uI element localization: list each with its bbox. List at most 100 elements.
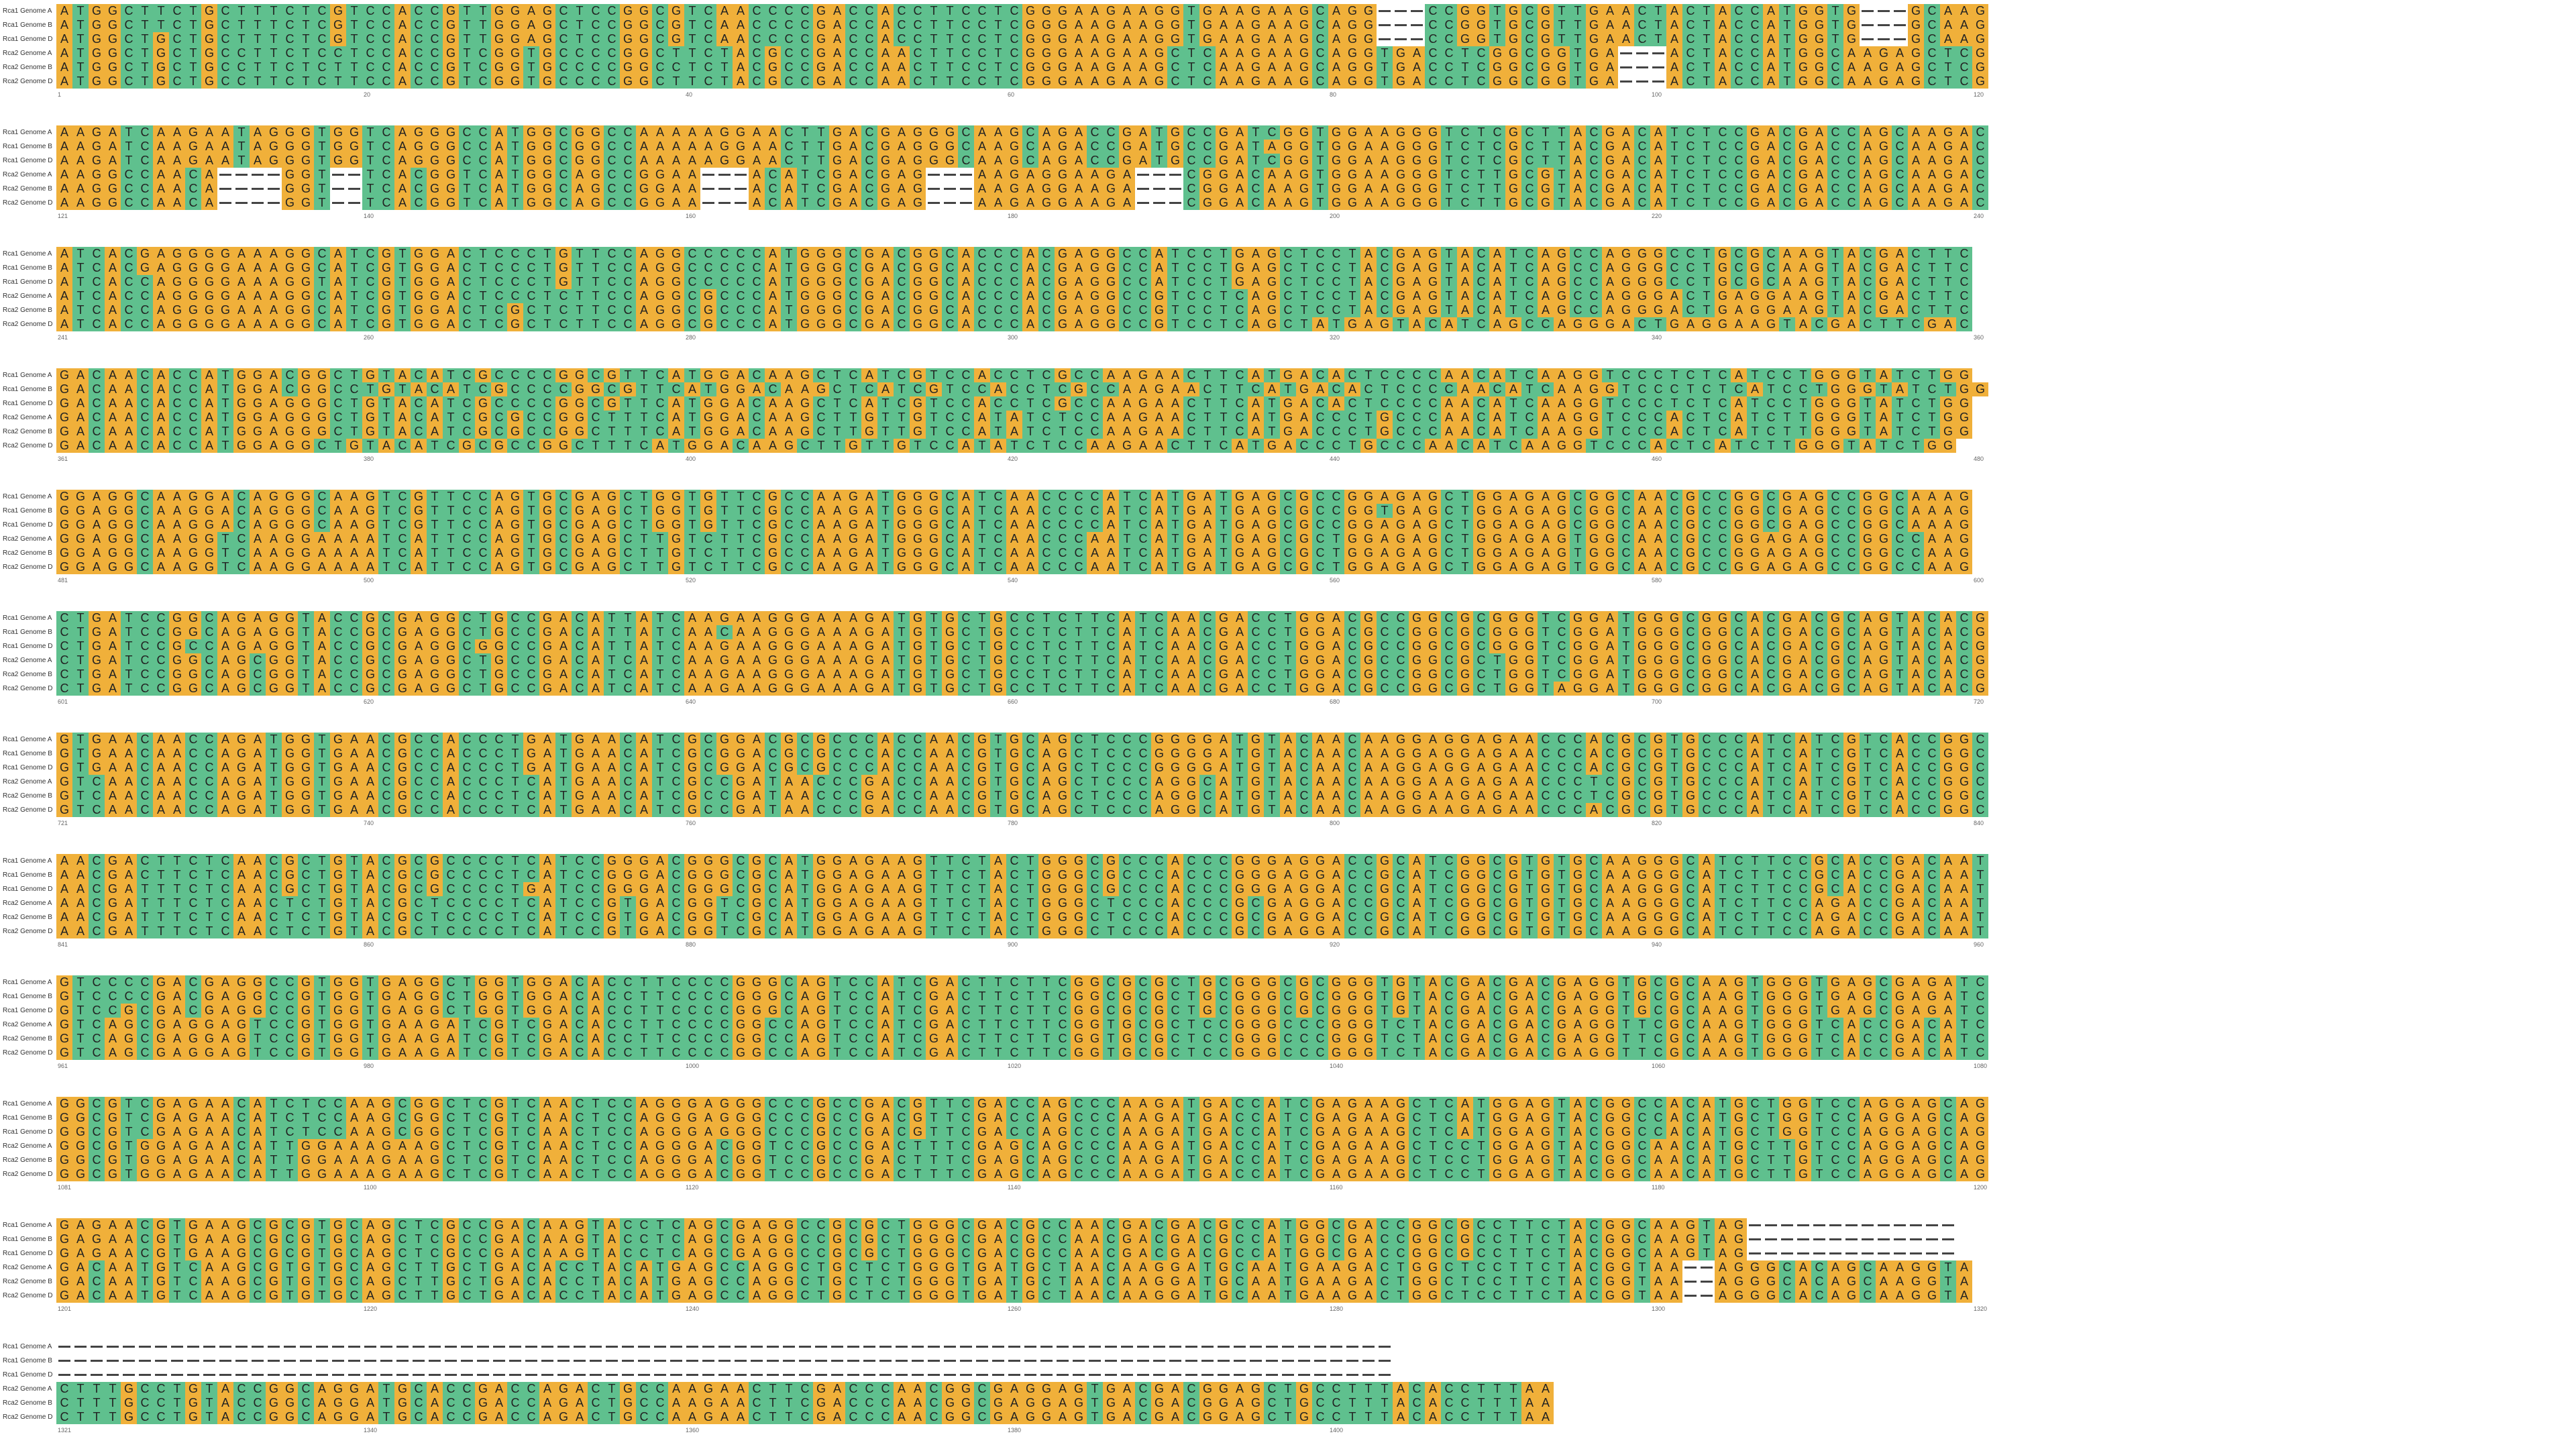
base-cell: C (1521, 303, 1538, 317)
base-cell: T (1489, 667, 1505, 682)
base-cell: G (89, 74, 105, 89)
base-cell: A (1602, 667, 1618, 682)
base-cell: C (652, 46, 668, 60)
base-cell: T (684, 504, 700, 518)
base-cell: C (1602, 733, 1618, 747)
base-cell: T (1618, 382, 1634, 396)
base-cell: G (797, 425, 813, 439)
base-cell: G (1248, 32, 1264, 46)
base-cell: G (282, 747, 298, 761)
sequence-label: Rca2 Genome B (3, 303, 56, 317)
base-cell: T (555, 747, 572, 761)
base-cell: A (1843, 261, 1860, 275)
base-cell: A (1457, 303, 1473, 317)
base-cell: A (411, 382, 427, 396)
base-cell: T (507, 733, 523, 747)
base-cell: G (1264, 303, 1280, 317)
base-cell: C (282, 18, 298, 32)
base-cell: C (1811, 653, 1827, 667)
base-cell: G (1843, 382, 1860, 396)
base-cell: G (555, 411, 572, 425)
base-cell: C (475, 60, 491, 74)
base-cell: C (1006, 303, 1022, 317)
base-cell: G (394, 775, 411, 789)
base-cell: A (105, 439, 121, 453)
base-cell: C (1972, 747, 1988, 761)
base-cell: C (1409, 439, 1425, 453)
base-cell: C (1827, 490, 1843, 504)
base-cell: G (1473, 518, 1489, 532)
base-cell: C (250, 667, 266, 682)
base-cell: T (266, 747, 282, 761)
base-cell: T (1892, 682, 1908, 696)
base-cell: A (636, 682, 652, 696)
base-cell: G (1055, 125, 1071, 140)
base-cell: T (684, 396, 700, 411)
base-cell: C (733, 303, 749, 317)
base-cell: A (1650, 546, 1666, 560)
base-cell: A (1425, 761, 1441, 775)
base-cell: A (1151, 504, 1167, 518)
base-cell: A (1312, 382, 1328, 396)
base-cell: G (1457, 18, 1473, 32)
base-cell: C (604, 275, 620, 289)
base-cell: C (1666, 504, 1682, 518)
gap-cell (1618, 46, 1634, 60)
base-cell: C (1634, 396, 1650, 411)
base-cell: T (250, 4, 266, 18)
base-cell: T (523, 60, 539, 74)
base-cell: A (427, 368, 443, 382)
base-cell: T (636, 560, 652, 574)
base-cell: T (636, 546, 652, 560)
base-cell: G (700, 490, 716, 504)
base-cell: C (1892, 196, 1908, 210)
base-cell: C (781, 32, 797, 46)
base-cell: T (620, 425, 636, 439)
base-cell: G (56, 747, 72, 761)
base-cell: A (1795, 546, 1811, 560)
base-cell: C (894, 396, 910, 411)
base-cell: T (1860, 747, 1876, 761)
base-cell: A (56, 125, 72, 140)
base-cell: C (1715, 546, 1731, 560)
base-cell: G (1409, 611, 1425, 625)
base-cell: A (1441, 411, 1457, 425)
base-cell: G (1779, 504, 1795, 518)
base-cell: A (588, 546, 604, 560)
base-cell: A (1232, 154, 1248, 168)
base-cell: T (1248, 154, 1264, 168)
position-tick: 540 (1008, 577, 1018, 584)
base-cell: G (1055, 303, 1071, 317)
base-cell: A (330, 546, 346, 560)
base-cell: T (72, 4, 89, 18)
base-cell: C (507, 368, 523, 382)
base-cell: G (765, 74, 781, 89)
base-cell: G (910, 275, 926, 289)
base-cell: C (652, 4, 668, 18)
base-cell: G (1167, 140, 1183, 154)
base-cell: A (1232, 653, 1248, 667)
sequence-row: ATCACGAGGGGAAAGGCATCGTGGACTCCCTGTTCCAGGC… (56, 247, 1988, 261)
base-cell: G (1747, 532, 1763, 546)
base-cell: A (684, 196, 700, 210)
base-cell: T (1199, 396, 1216, 411)
base-cell: C (958, 18, 974, 32)
base-cell: G (1956, 490, 1972, 504)
base-cell: T (1167, 289, 1183, 303)
base-cell: A (1248, 303, 1264, 317)
base-cell: G (1731, 490, 1747, 504)
base-cell: G (813, 18, 829, 32)
base-cell: T (523, 560, 539, 574)
base-cell: G (1876, 196, 1892, 210)
base-cell: C (491, 261, 507, 275)
base-cell: C (475, 168, 491, 182)
base-cell: T (314, 196, 330, 210)
gap-cell (733, 182, 749, 196)
base-cell: C (1779, 733, 1795, 747)
base-cell: C (1199, 247, 1216, 261)
base-cell: G (1876, 154, 1892, 168)
base-cell: G (1393, 74, 1409, 89)
base-cell: A (1248, 504, 1264, 518)
base-cell: C (1924, 382, 1940, 396)
base-cell: G (330, 18, 346, 32)
